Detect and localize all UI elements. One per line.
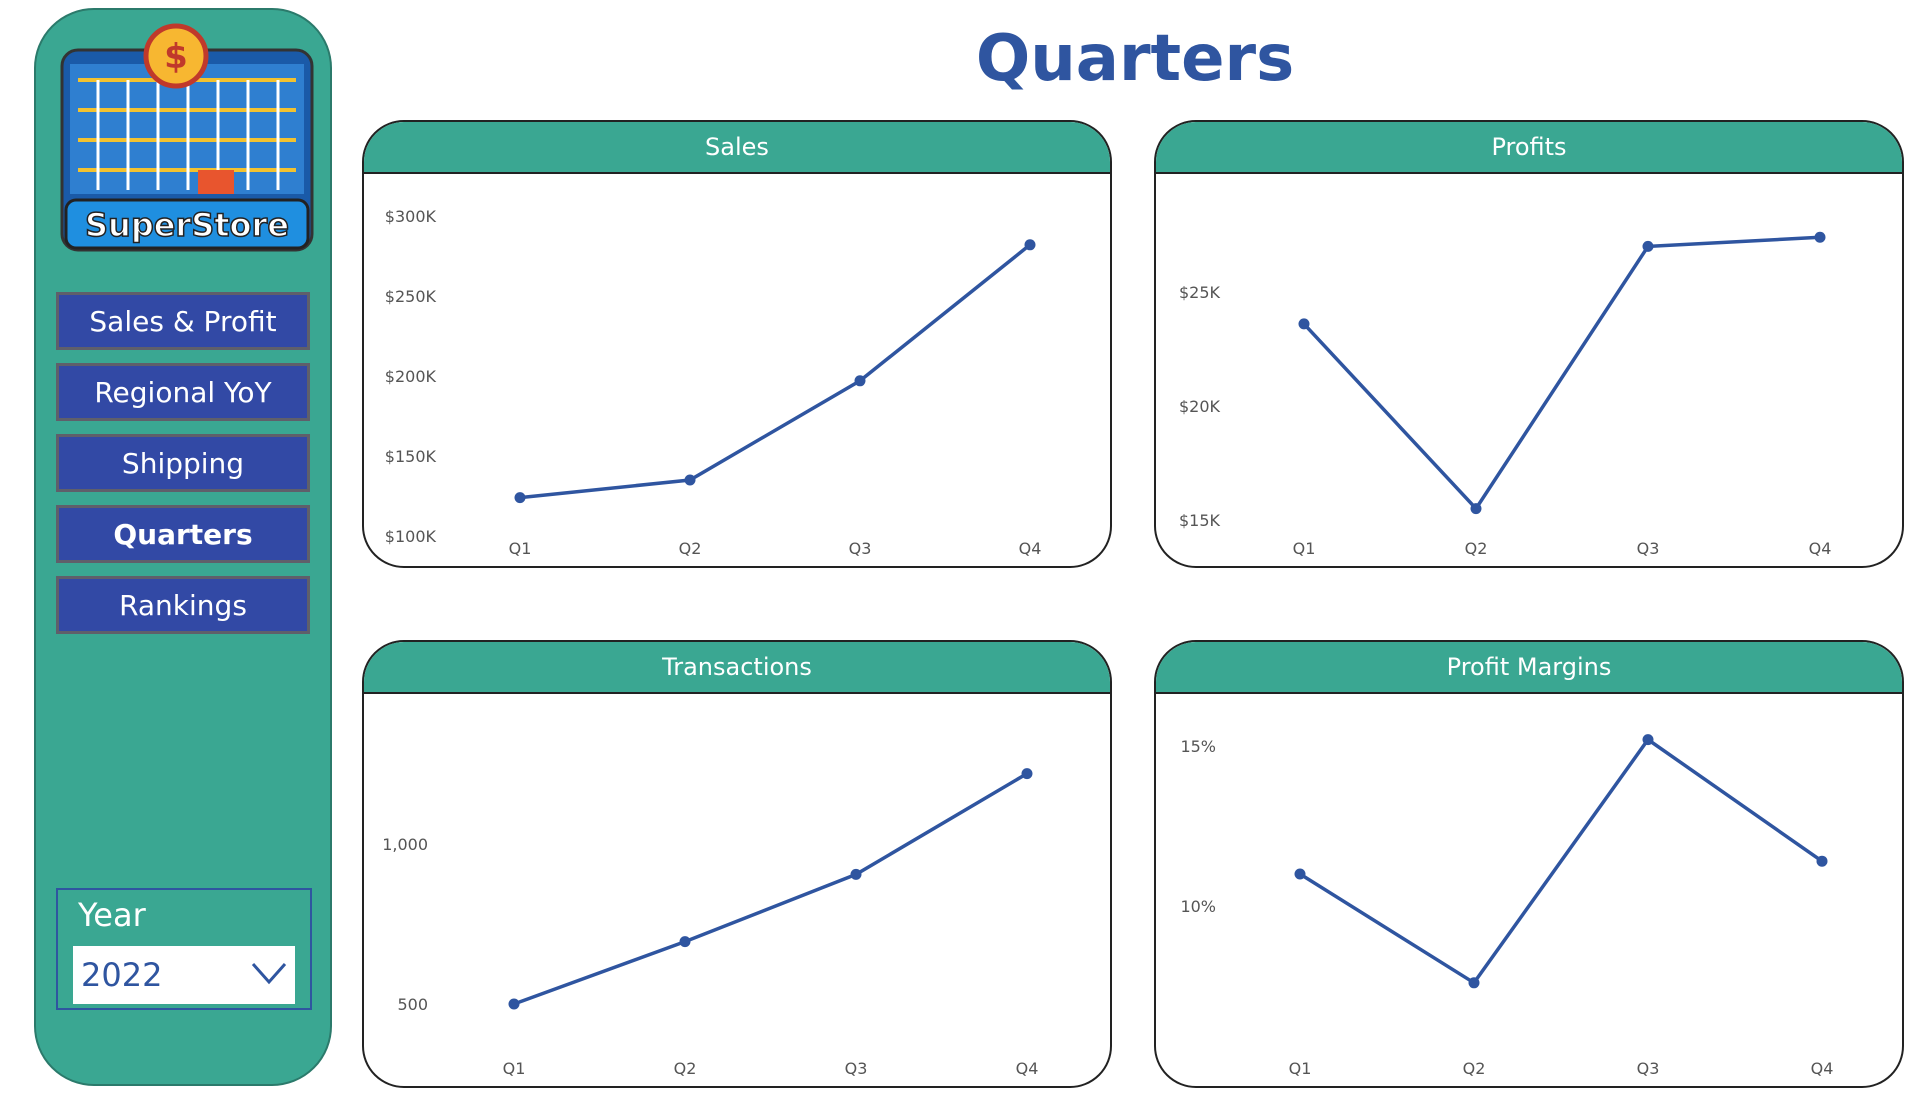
transactions-chart-card: Transactions 500 1,000 Q1 Q2 Q3 Q4	[362, 640, 1112, 1088]
series-line	[519, 243, 1032, 500]
data-point[interactable]	[850, 868, 862, 880]
x-tick-label: Q3	[1637, 1059, 1660, 1078]
nav-sales-profit-button[interactable]: Sales & Profit	[56, 292, 310, 350]
x-tick-label: Q2	[1465, 539, 1488, 558]
profits-chart-card: Profits $15K $20K $25K Q1 Q2 Q3 Q4	[1154, 120, 1904, 568]
x-tick-label: Q3	[845, 1059, 868, 1078]
year-value: 2022	[81, 956, 163, 994]
y-tick-label: $100K	[385, 527, 437, 546]
nav-rankings-button[interactable]: Rankings	[56, 576, 310, 634]
data-point[interactable]	[854, 375, 866, 387]
y-tick-label: $250K	[385, 287, 437, 306]
x-tick-label: Q2	[679, 539, 702, 558]
profits-chart-title: Profits	[1156, 122, 1902, 174]
profit-margins-chart-title: Profit Margins	[1156, 642, 1902, 694]
data-point[interactable]	[1021, 768, 1033, 780]
data-point[interactable]	[1298, 318, 1310, 330]
y-tick-label: 10%	[1180, 897, 1216, 916]
transactions-chart-title: Transactions	[364, 642, 1110, 694]
data-point[interactable]	[679, 936, 691, 948]
data-point[interactable]	[1642, 240, 1654, 252]
data-point[interactable]	[1470, 503, 1482, 515]
logo-text: SuperStore	[85, 206, 289, 244]
sales-chart-card: Sales $100K $150K $200K $250K $300K Q1 Q2 Q3 Q4	[362, 120, 1112, 568]
x-tick-label: Q4	[1809, 539, 1832, 558]
y-tick-label: $150K	[385, 447, 437, 466]
page-title: Quarters	[975, 22, 1295, 96]
year-slicer: Year 2022	[56, 888, 312, 1010]
x-tick-label: Q1	[503, 1059, 526, 1078]
y-tick-label: 500	[397, 995, 428, 1014]
transactions-chart: 500 1,000 Q1 Q2 Q3 Q4	[382, 768, 1039, 1078]
data-point[interactable]	[684, 474, 696, 486]
y-tick-label: $300K	[385, 207, 437, 226]
x-tick-label: Q1	[509, 539, 532, 558]
data-point[interactable]	[508, 998, 520, 1010]
x-tick-label: Q4	[1016, 1059, 1039, 1078]
series-line	[513, 772, 1028, 1006]
data-point[interactable]	[514, 492, 526, 504]
x-tick-label: Q2	[674, 1059, 697, 1078]
profits-chart: $15K $20K $25K Q1 Q2 Q3 Q4	[1179, 231, 1832, 558]
svg-text:$: $	[164, 37, 188, 77]
nav-regional-yoy-button[interactable]: Regional YoY	[56, 363, 310, 421]
data-point[interactable]	[1468, 977, 1480, 989]
nav-quarters-button[interactable]: Quarters	[56, 505, 310, 563]
sidebar: $ SuperStore Sales & Profit Regional YoY…	[34, 8, 332, 1086]
chevron-down-icon	[251, 963, 287, 985]
y-tick-label: $25K	[1179, 283, 1221, 302]
sales-chart: $100K $150K $200K $250K $300K Q1 Q2 Q3 Q4	[385, 207, 1042, 558]
superstore-logo: $ SuperStore	[60, 23, 314, 252]
data-point[interactable]	[1642, 734, 1654, 746]
x-tick-label: Q2	[1463, 1059, 1486, 1078]
x-tick-label: Q4	[1811, 1059, 1834, 1078]
x-tick-label: Q3	[1637, 539, 1660, 558]
y-tick-label: 15%	[1180, 737, 1216, 756]
y-tick-label: $15K	[1179, 511, 1221, 530]
x-tick-label: Q1	[1293, 539, 1316, 558]
data-point[interactable]	[1814, 231, 1826, 243]
y-tick-label: $20K	[1179, 397, 1221, 416]
profit-margins-chart: 10% 15% Q1 Q2 Q3 Q4	[1180, 734, 1834, 1078]
data-point[interactable]	[1294, 868, 1306, 880]
y-tick-label: 1,000	[382, 835, 428, 854]
x-tick-label: Q1	[1289, 1059, 1312, 1078]
y-tick-label: $200K	[385, 367, 437, 386]
profit-margins-chart-card: Profit Margins 10% 15% Q1 Q2 Q3 Q4	[1154, 640, 1904, 1088]
year-dropdown[interactable]: 2022	[73, 946, 295, 1004]
sales-chart-title: Sales	[364, 122, 1110, 174]
data-point[interactable]	[1024, 239, 1036, 251]
year-label: Year	[78, 896, 146, 934]
x-tick-label: Q4	[1019, 539, 1042, 558]
x-tick-label: Q3	[849, 539, 872, 558]
series-line	[1299, 737, 1824, 986]
nav-shipping-button[interactable]: Shipping	[56, 434, 310, 492]
data-point[interactable]	[1816, 855, 1828, 867]
series-line	[1302, 235, 1821, 512]
